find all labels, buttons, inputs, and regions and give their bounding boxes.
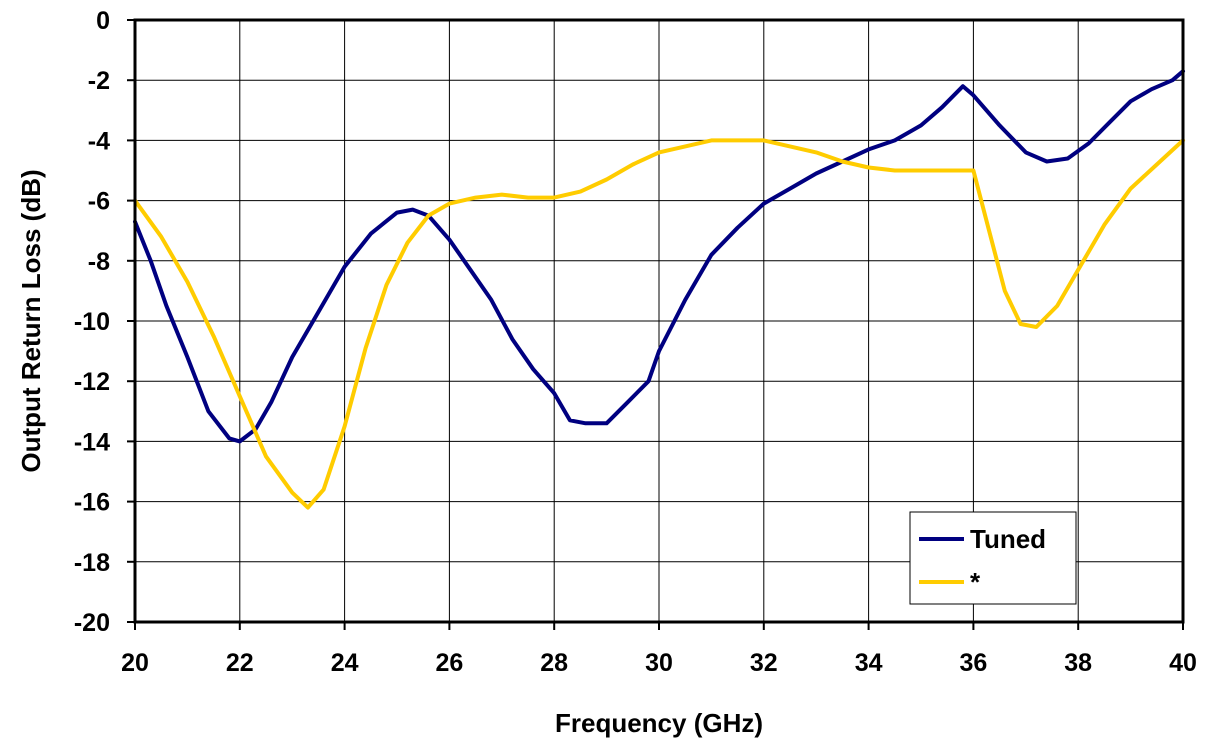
y-tick-label: -2	[88, 67, 110, 95]
x-tick-label: 38	[1064, 649, 1092, 677]
y-tick-label: -16	[74, 489, 110, 517]
legend-box	[909, 511, 1077, 605]
y-axis-title: Output Return Loss (dB)	[16, 169, 46, 472]
tick-marks	[127, 19, 1184, 630]
y-tick-label: -14	[74, 428, 110, 456]
x-axis-title: Frequency (GHz)	[555, 708, 763, 738]
x-tick-label: 30	[645, 649, 673, 677]
x-tick-label: 28	[540, 649, 568, 677]
x-tick-label: 20	[121, 649, 149, 677]
y-tick-label: -20	[74, 609, 110, 637]
y-tick-label: -12	[74, 368, 110, 396]
x-tick-labels: 20 22 24 26 28 30 32 34 36 38 40	[121, 649, 1197, 677]
legend-label-1: *	[970, 567, 981, 597]
y-tick-label: -4	[88, 127, 110, 155]
y-tick-labels: 0 -2 -4 -6 -8 -10 -12 -14 -16 -18 -20	[74, 7, 110, 637]
y-tick-label: -8	[88, 248, 110, 276]
x-tick-label: 36	[959, 649, 987, 677]
x-tick-label: 32	[750, 649, 778, 677]
x-tick-label: 26	[435, 649, 463, 677]
legend-label-0: Tuned	[970, 524, 1046, 554]
y-tick-label: -18	[74, 549, 110, 577]
x-tick-label: 22	[226, 649, 254, 677]
series-layer	[133, 69, 1185, 510]
series-line-0	[133, 69, 1185, 444]
series-line-1	[133, 138, 1185, 510]
x-tick-label: 40	[1169, 649, 1197, 677]
x-tick-label: 24	[331, 649, 359, 677]
legend: Tuned *	[909, 511, 1077, 605]
y-tick-label: -10	[74, 308, 110, 336]
y-tick-label: 0	[96, 7, 110, 35]
x-tick-label: 34	[855, 649, 883, 677]
y-tick-label: -6	[88, 188, 110, 216]
